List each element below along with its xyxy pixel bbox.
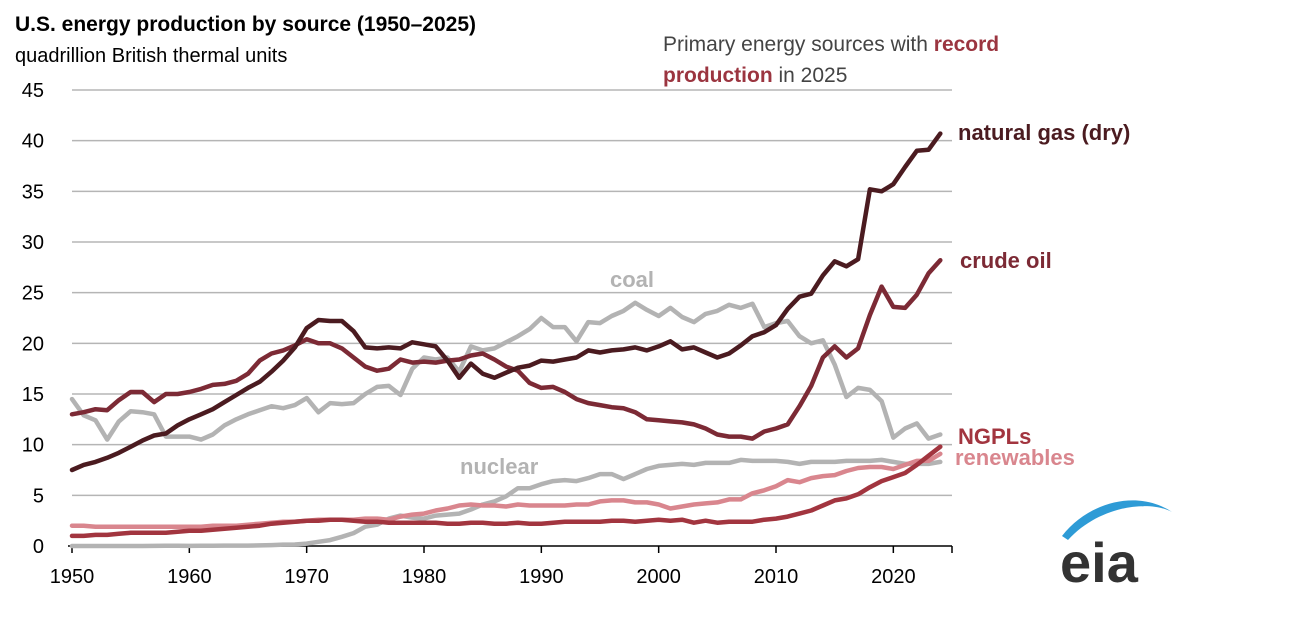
- annotation-highlight: record: [934, 33, 999, 56]
- annotation-highlight: production: [663, 64, 773, 87]
- annotation: Primary energy sources with record: [663, 33, 999, 56]
- x-tick-label: 2010: [754, 566, 799, 588]
- y-tick-label: 25: [22, 283, 44, 305]
- series-label: crude oil: [960, 248, 1052, 273]
- series-label: coal: [610, 267, 654, 292]
- chart-subtitle: quadrillion British thermal units: [15, 45, 287, 67]
- chart-title: U.S. energy production by source (1950–2…: [15, 13, 476, 36]
- logo-swoosh: [1062, 500, 1172, 540]
- annotation: production in 2025: [663, 64, 847, 87]
- x-tick-label: 2020: [871, 566, 916, 588]
- y-tick-label: 35: [22, 181, 44, 203]
- series-line: [69, 444, 943, 539]
- logo: eia: [1060, 531, 1139, 594]
- annotation-text: Primary energy sources with: [663, 33, 928, 56]
- y-tick-label: 20: [22, 333, 44, 355]
- y-tick-label: 15: [22, 384, 44, 406]
- x-tick-label: 1970: [284, 566, 329, 588]
- series-line: [69, 457, 943, 549]
- series-label: nuclear: [460, 454, 539, 479]
- x-tick-label: 1950: [50, 566, 95, 588]
- y-tick-label: 0: [33, 536, 44, 558]
- series-line: [69, 451, 943, 529]
- x-tick-label: 1980: [402, 566, 447, 588]
- series-label: natural gas (dry): [958, 120, 1130, 145]
- series-label: renewables: [955, 445, 1075, 470]
- y-tick-label: 45: [22, 80, 44, 102]
- x-tick-label: 1960: [167, 566, 212, 588]
- series-label: NGPLs: [958, 424, 1031, 449]
- y-tick-label: 5: [33, 485, 44, 507]
- y-tick-label: 40: [22, 131, 44, 153]
- y-tick-label: 30: [22, 232, 44, 254]
- x-tick-label: 1990: [519, 566, 564, 588]
- y-tick-label: 10: [22, 435, 44, 457]
- x-tick-label: 2000: [636, 566, 681, 588]
- annotation-text: in 2025: [779, 64, 848, 87]
- series-line: [69, 257, 943, 441]
- series-line: [69, 300, 943, 442]
- series-line: [69, 131, 943, 473]
